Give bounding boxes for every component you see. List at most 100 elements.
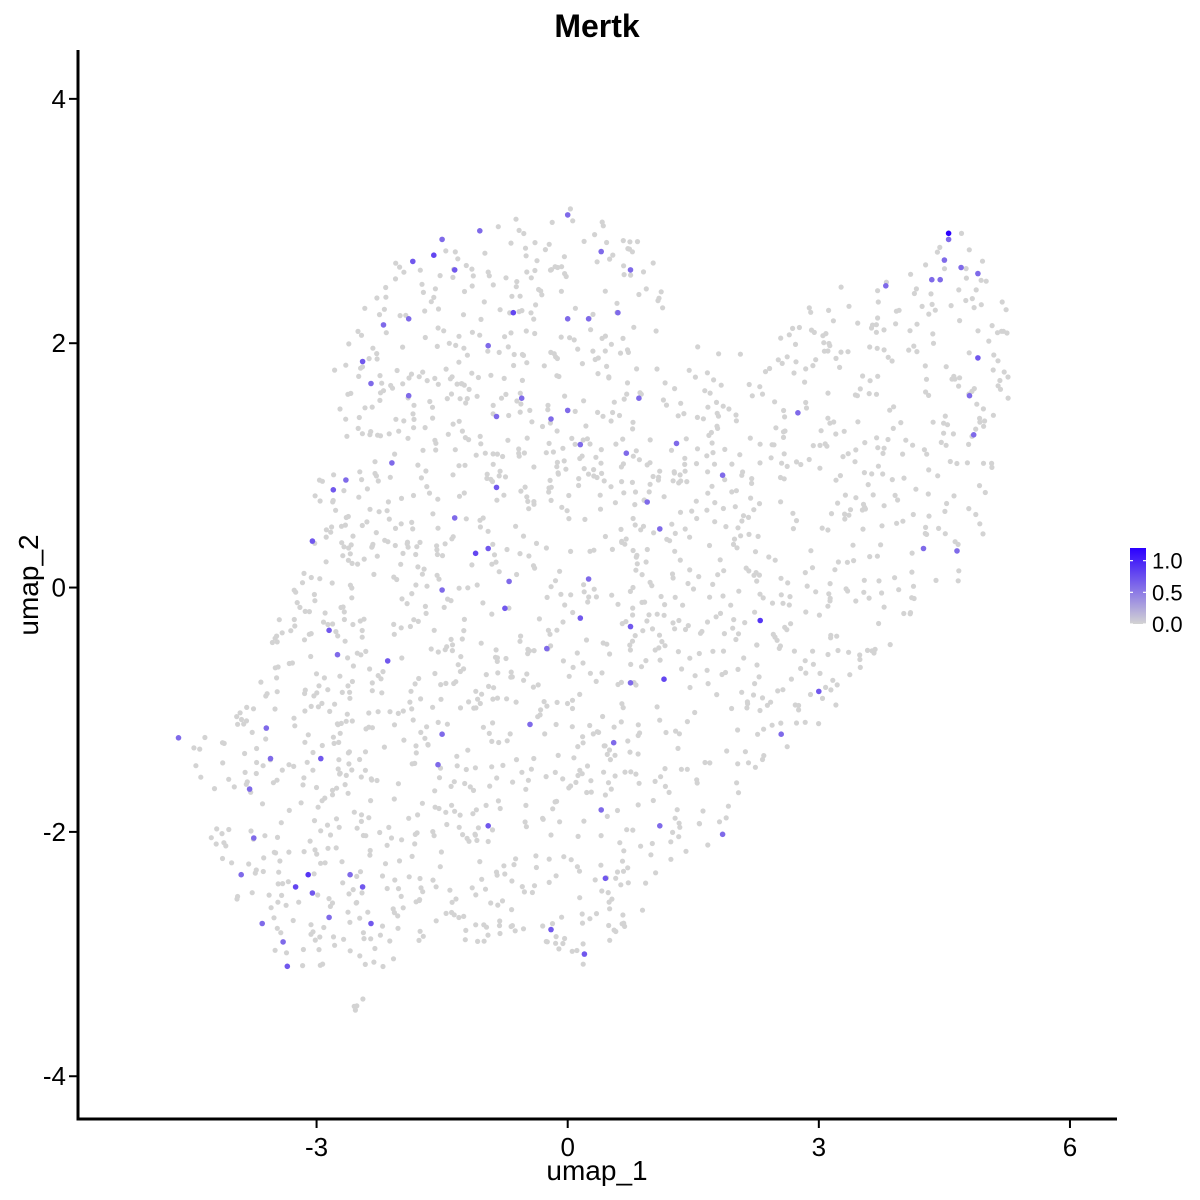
cell-point-expressed	[368, 380, 374, 387]
cell-point	[272, 706, 278, 712]
cell-point	[348, 390, 354, 396]
cell-point	[901, 475, 907, 481]
cell-point	[706, 432, 712, 438]
cell-point	[237, 710, 243, 716]
cell-point	[386, 516, 392, 522]
cell-point	[351, 809, 357, 815]
cell-point	[845, 349, 851, 355]
cell-point	[778, 592, 784, 598]
cell-point	[286, 660, 292, 667]
cell-point	[949, 376, 955, 382]
cell-point	[506, 605, 512, 611]
cell-point	[584, 789, 590, 796]
cell-point	[572, 305, 579, 311]
cell-point	[926, 392, 932, 398]
cell-point	[310, 749, 316, 756]
cell-point	[591, 467, 597, 473]
cell-point	[662, 766, 668, 772]
cell-point	[409, 761, 415, 767]
cell-point	[356, 414, 362, 421]
cell-point	[481, 938, 487, 944]
cell-point	[673, 728, 679, 734]
cell-point	[234, 714, 240, 720]
cell-point	[330, 934, 337, 940]
cell-point	[392, 525, 399, 532]
cell-point	[754, 578, 760, 584]
cell-point	[335, 766, 341, 772]
cell-point	[490, 720, 496, 726]
cell-point	[342, 522, 348, 528]
cell-point	[489, 827, 496, 833]
cell-point	[306, 631, 312, 637]
cell-point	[654, 366, 660, 372]
cell-point	[532, 267, 538, 274]
cell-point	[609, 896, 615, 902]
cell-point	[531, 499, 537, 505]
cell-point	[994, 330, 1001, 336]
cell-point	[857, 652, 863, 658]
cell-point	[502, 871, 508, 877]
cell-point	[356, 494, 362, 500]
cell-point	[366, 710, 372, 716]
cell-point	[248, 828, 254, 834]
cell-point	[892, 492, 898, 498]
cell-point	[496, 923, 503, 929]
cell-point-expressed	[518, 395, 525, 402]
cell-point	[316, 683, 322, 689]
cell-point-expressed	[284, 963, 291, 970]
cell-point	[632, 502, 638, 508]
cell-point	[343, 772, 349, 779]
cell-point	[490, 451, 496, 457]
cell-point	[619, 858, 626, 864]
cell-point	[710, 450, 716, 456]
cell-point	[597, 506, 604, 512]
cell-point-expressed	[883, 283, 889, 289]
cell-point	[966, 247, 972, 253]
cell-point	[690, 586, 697, 592]
cell-point	[933, 577, 939, 584]
cell-point	[735, 761, 741, 767]
cell-point	[483, 802, 489, 809]
cell-point	[413, 551, 419, 558]
cell-point-expressed	[359, 358, 366, 365]
cell-point	[928, 291, 934, 297]
cell-point	[495, 224, 501, 230]
cell-point	[614, 869, 621, 875]
cell-point	[379, 923, 386, 929]
cell-point	[330, 621, 336, 627]
cell-point	[513, 284, 519, 290]
cell-point	[338, 720, 344, 727]
cell-point	[900, 451, 906, 457]
cell-point	[890, 425, 896, 431]
cell-point	[283, 950, 290, 956]
cell-point	[494, 658, 500, 665]
cell-point	[784, 744, 790, 750]
cell-point	[655, 298, 661, 304]
cell-point	[506, 412, 512, 419]
cell-point	[647, 579, 653, 586]
cell-point	[325, 845, 331, 851]
cell-point	[416, 675, 422, 682]
cell-point	[780, 434, 787, 440]
cell-point	[396, 428, 402, 434]
cell-point	[605, 890, 611, 896]
cell-point	[936, 525, 942, 532]
cell-point	[683, 848, 689, 854]
cell-point	[636, 457, 643, 463]
cell-point	[467, 784, 473, 790]
chart-title: Mertk	[554, 8, 640, 44]
cell-point	[731, 536, 738, 542]
cell-point	[456, 585, 462, 591]
cell-point	[517, 409, 523, 415]
cell-point	[481, 922, 487, 928]
cell-point	[569, 697, 576, 703]
cell-point	[465, 747, 471, 753]
cell-point	[580, 961, 586, 967]
cell-point-expressed	[389, 460, 395, 466]
cell-point	[790, 510, 796, 516]
cell-point	[654, 704, 660, 710]
cell-point	[802, 719, 808, 725]
cell-point	[275, 664, 281, 670]
cell-point-expressed	[238, 871, 244, 878]
cell-point	[873, 391, 880, 397]
